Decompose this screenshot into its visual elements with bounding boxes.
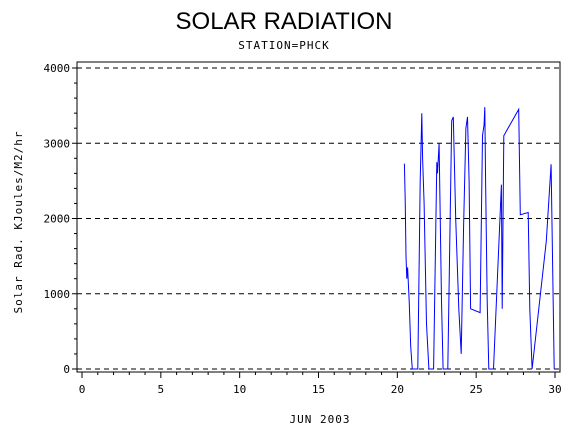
x-tick-label: 20 — [391, 383, 404, 396]
x-tick-label: 10 — [233, 383, 246, 396]
plot-area-frame — [76, 61, 561, 373]
y-axis-label: Solar Rad. KJoules/M2/hr — [12, 131, 25, 314]
x-tick-label: 0 — [79, 383, 86, 396]
chart-subtitle: STATION=PHCK — [238, 39, 329, 52]
x-tick-label: 25 — [470, 383, 483, 396]
x-axis-label: JUN 2003 — [290, 413, 351, 426]
y-axis-ticks: 0 1000 2000 3000 4000 — [44, 62, 77, 376]
y-tick-label: 4000 — [44, 62, 71, 75]
y-tick-label: 1000 — [44, 288, 71, 301]
x-tick-label: 15 — [312, 383, 325, 396]
x-tick-label: 5 — [158, 383, 165, 396]
y-tick-label: 0 — [63, 363, 70, 376]
y-tick-label: 3000 — [44, 137, 71, 150]
x-axis-ticks: 0 5 10 15 20 25 30 — [79, 372, 562, 396]
x-tick-label: 30 — [548, 383, 561, 396]
y-tick-label: 2000 — [44, 213, 71, 226]
chart-title: SOLAR RADIATION — [176, 8, 393, 35]
data-series — [403, 107, 555, 370]
series-line — [403, 107, 555, 370]
